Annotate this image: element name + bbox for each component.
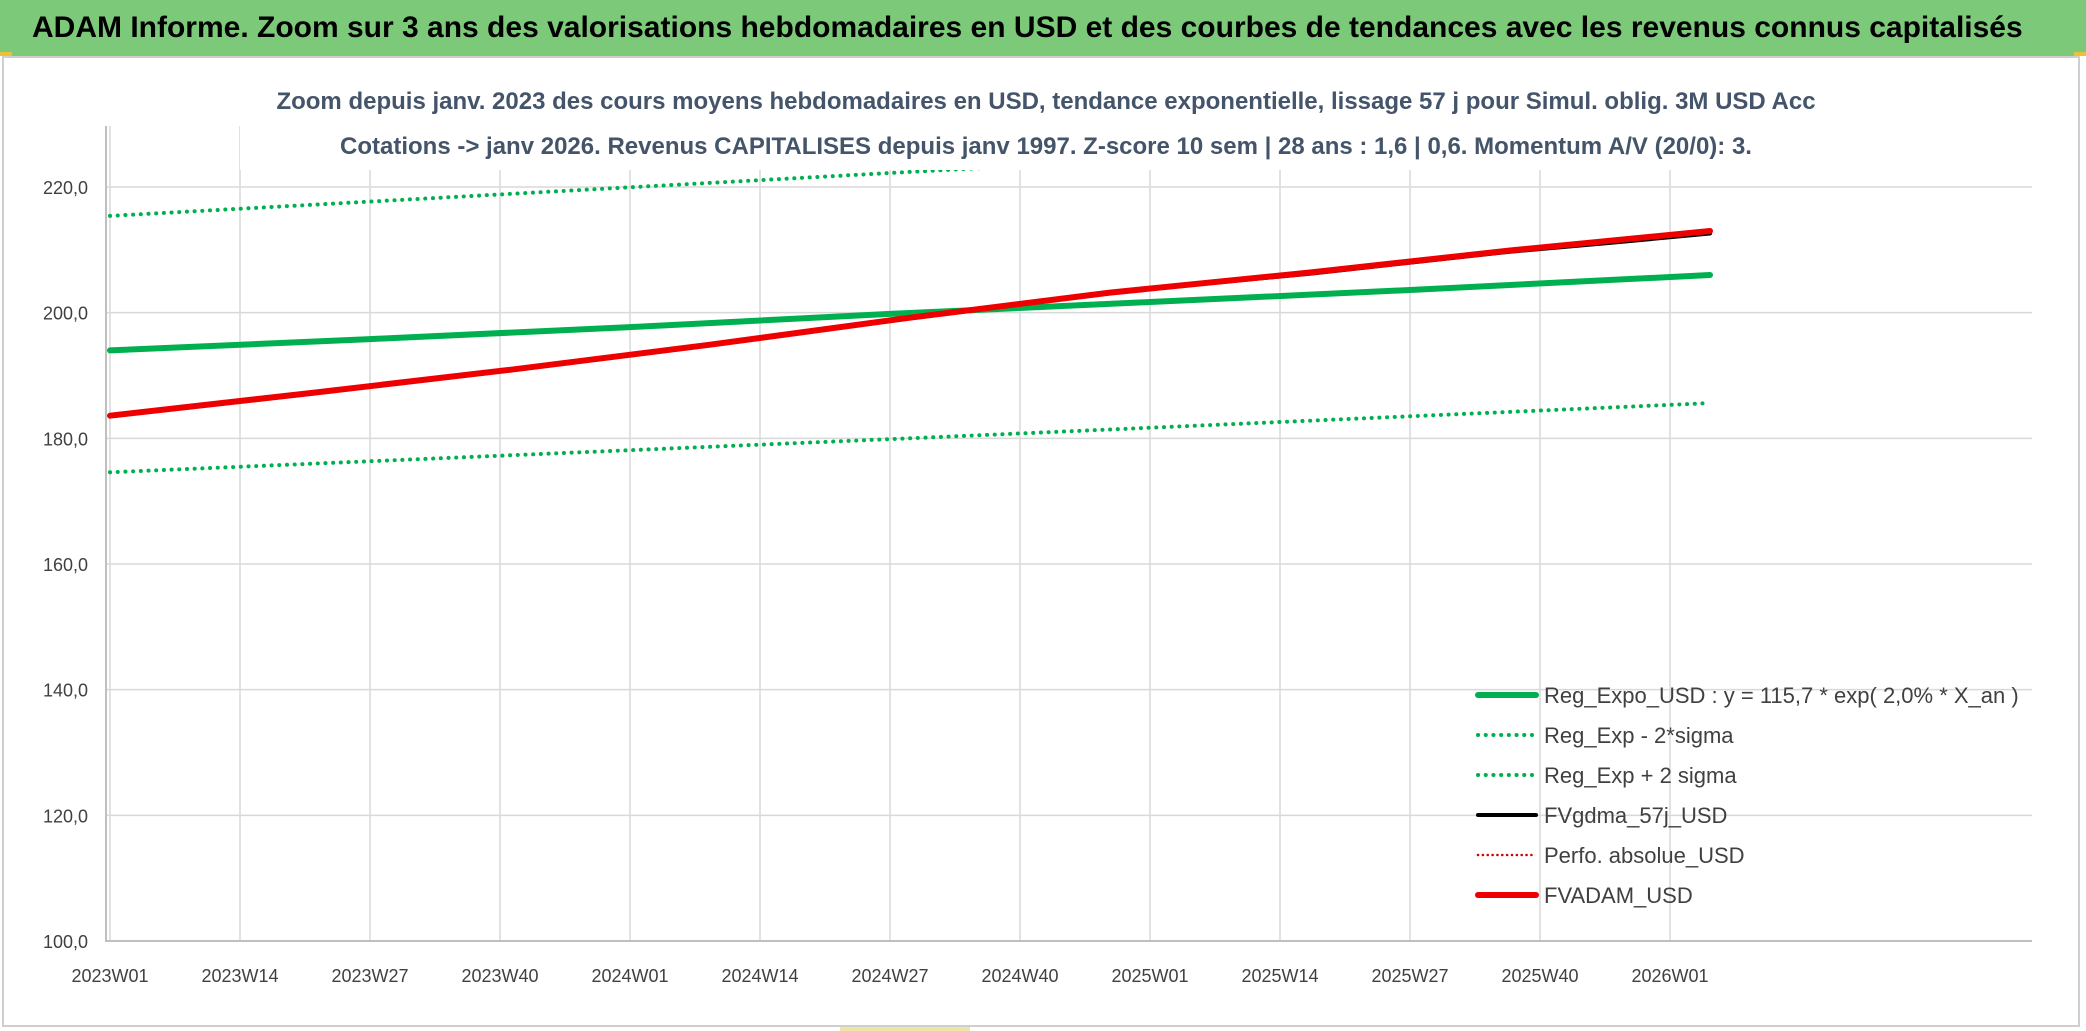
series-line-0: [107, 272, 1713, 354]
chart-title-line1: Zoom depuis janv. 2023 des cours moyens …: [276, 88, 1815, 115]
x-tick-label: 2025W14: [1241, 966, 1318, 986]
x-tick-label: 2023W40: [461, 966, 538, 986]
legend-label-3: FVgdma_57j_USD: [1544, 803, 1727, 828]
x-tick-label: 2025W01: [1111, 966, 1188, 986]
legend-label-2: Reg_Exp + 2 sigma: [1544, 763, 1737, 788]
corner-marker-right: [2074, 52, 2086, 56]
x-tick-label: 2023W14: [201, 966, 278, 986]
axis-layer: 100,0 120,0 140,0 160,0 180,0 200,0 220,0 2023W…: [43, 126, 2032, 986]
grid-layer: [106, 126, 2032, 942]
chart-title-line2: Cotations -> janv 2026. Revenus CAPITALI…: [340, 133, 1752, 160]
x-tick-label: 2025W40: [1501, 966, 1578, 986]
legend: Reg_Expo_USD : y = 115,7 * exp( 2,0% * X…: [1475, 683, 2019, 908]
series-line-5: [107, 228, 1713, 419]
report-title: ADAM Informe. Zoom sur 3 ans des valoris…: [32, 11, 2023, 44]
y-tick-label: 200,0: [43, 304, 88, 324]
x-tick-label: 2024W40: [981, 966, 1058, 986]
x-tick-label: 2023W01: [71, 966, 148, 986]
y-tick-label: 160,0: [43, 555, 88, 575]
legend-label-1: Reg_Exp - 2*sigma: [1544, 723, 1734, 748]
legend-label-5: FVADAM_USD: [1544, 883, 1693, 908]
series-line-2: [108, 128, 1712, 218]
y-tick-label: 100,0: [43, 932, 88, 952]
chart-frame: [2, 56, 2080, 1027]
series-layer: [107, 128, 1713, 475]
x-tick-label: 2024W27: [851, 966, 928, 986]
legend-label-0: Reg_Expo_USD : y = 115,7 * exp( 2,0% * X…: [1544, 683, 2019, 708]
x-tick-label: 2025W27: [1371, 966, 1448, 986]
corner-marker-bottom: [840, 1027, 970, 1031]
y-tick-label: 180,0: [43, 429, 88, 449]
legend-label-4: Perfo. absolue_USD: [1544, 843, 1745, 868]
corner-marker-left: [0, 52, 12, 56]
title-background: [240, 78, 1860, 170]
y-tick-label: 120,0: [43, 806, 88, 826]
x-tick-label: 2024W01: [591, 966, 668, 986]
y-tick-label: 220,0: [43, 178, 88, 198]
x-tick-label: 2023W27: [331, 966, 408, 986]
y-tick-label: 140,0: [43, 681, 88, 701]
report-banner: ADAM Informe. Zoom sur 3 ans des valoris…: [0, 0, 2086, 56]
x-tick-label: 2026W01: [1631, 966, 1708, 986]
series-line-1: [108, 401, 1712, 475]
x-tick-label: 2024W14: [721, 966, 798, 986]
